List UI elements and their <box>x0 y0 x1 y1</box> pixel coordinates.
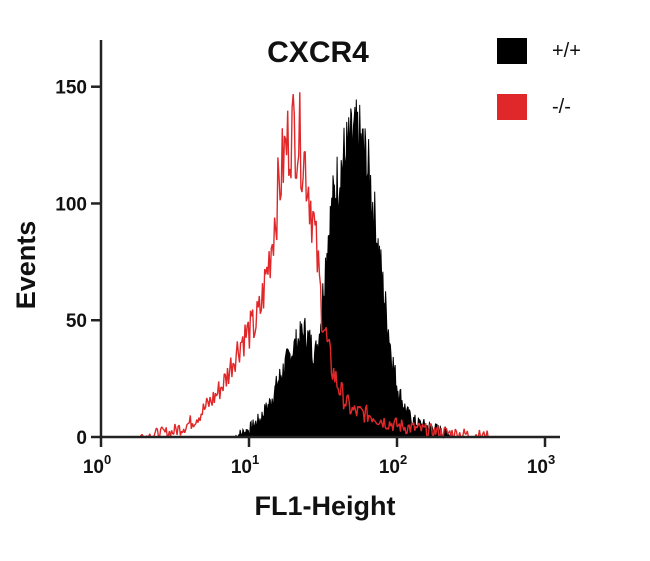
legend-swatch-wildtype <box>497 38 527 64</box>
legend-label-wildtype: +/+ <box>552 40 581 62</box>
plot-area <box>138 92 490 439</box>
x-ticks: 100 101 102 103 <box>83 437 555 478</box>
y-tick-label: 100 <box>55 194 87 215</box>
x-axis-label: FL1-Height <box>255 491 396 521</box>
y-tick-label: 0 <box>76 428 87 449</box>
x-tick-label: 102 <box>379 452 407 478</box>
legend-swatch-knockout <box>497 94 527 120</box>
legend: +/+ -/- <box>497 38 581 120</box>
histogram-knockout <box>138 92 490 438</box>
y-ticks: 0 50 100 150 <box>55 78 101 449</box>
x-tick-label: 103 <box>527 452 555 478</box>
y-axis-label: Events <box>11 221 41 310</box>
y-tick-label: 50 <box>66 311 87 332</box>
chart-title: CXCR4 <box>267 36 369 69</box>
legend-label-knockout: -/- <box>552 96 571 118</box>
x-tick-label: 100 <box>83 452 111 478</box>
x-tick-label: 101 <box>231 452 259 478</box>
y-tick-label: 150 <box>55 78 87 99</box>
